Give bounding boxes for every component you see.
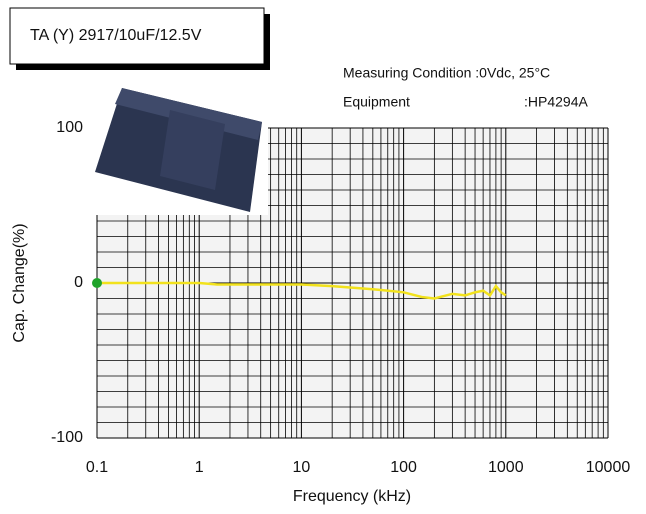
y-tick-label: 0 — [74, 274, 83, 291]
start-marker — [92, 278, 102, 288]
data-line — [97, 281, 507, 300]
title-box — [9, 7, 265, 65]
x-tick-label: 1 — [195, 459, 204, 476]
capacitor-photo — [95, 88, 262, 212]
x-tick-label: 1000 — [488, 459, 524, 476]
chart-title: TA (Y) 2917/10uF/12.5V — [30, 27, 202, 44]
annotation: :HP4294A — [524, 94, 588, 110]
x-tick-label: 100 — [390, 459, 417, 476]
x-axis-label: Frequency (kHz) — [293, 488, 411, 505]
annotation: Measuring Condition :0Vdc, 25°C — [343, 65, 550, 81]
y-tick-label: 100 — [56, 119, 83, 136]
y-axis-label: Cap. Change(%) — [11, 223, 28, 342]
x-tick-label: 10 — [293, 459, 311, 476]
y-tick-label: -100 — [51, 429, 83, 446]
annotation: Equipment — [343, 94, 410, 110]
x-tick-label: 0.1 — [86, 459, 108, 476]
x-tick-label: 10000 — [586, 459, 631, 476]
